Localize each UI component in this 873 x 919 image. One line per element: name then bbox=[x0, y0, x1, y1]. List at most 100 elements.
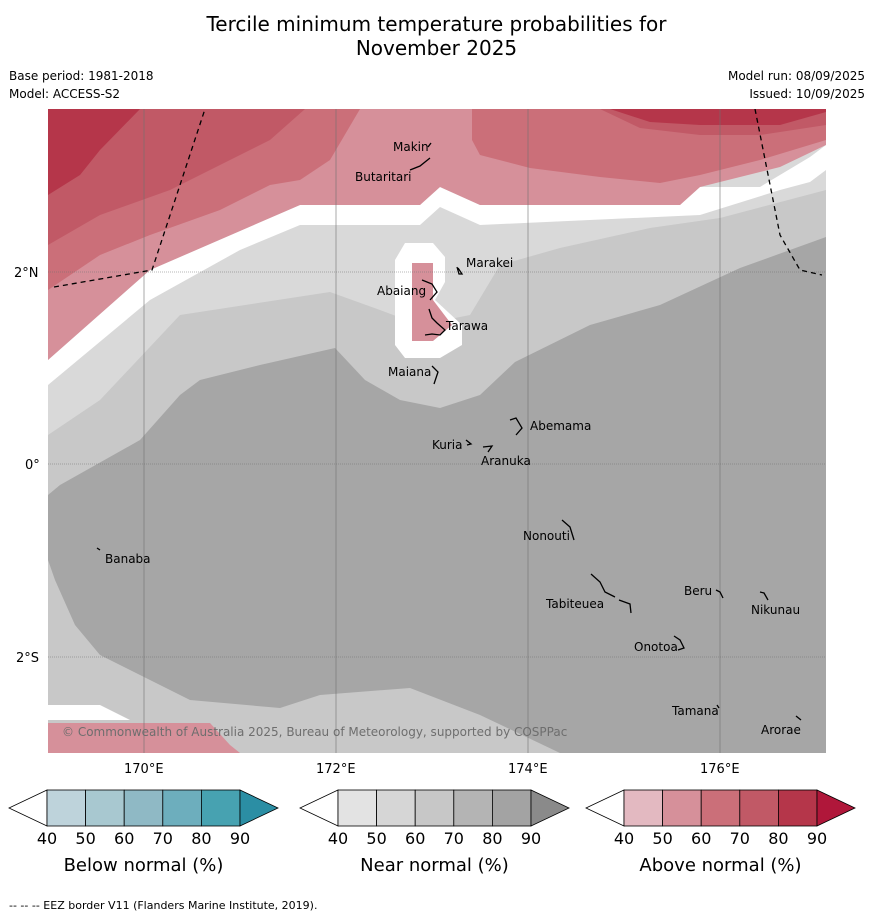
above-normal-colorbar-low-arrow bbox=[585, 789, 625, 827]
below-normal-colorbar-tick: 70 bbox=[153, 829, 173, 848]
above-normal-colorbar-tick: 60 bbox=[691, 829, 711, 848]
eez-borders bbox=[53, 109, 823, 288]
below-normal-colorbar-segment bbox=[85, 789, 125, 827]
meta-left: Base period: 1981-2018 Model: ACCESS-S2 bbox=[9, 67, 154, 103]
above-normal-colorbar-tick: 50 bbox=[652, 829, 672, 848]
island-abemama bbox=[509, 417, 523, 436]
near-normal-colorbar-segment bbox=[453, 789, 493, 827]
above-normal-80-region-east bbox=[610, 109, 826, 125]
near-normal-colorbar-tick: 50 bbox=[366, 829, 386, 848]
island-banaba bbox=[96, 547, 101, 551]
near-normal-colorbar-tick: 40 bbox=[328, 829, 348, 848]
above-normal-colorbar-tick: 40 bbox=[614, 829, 634, 848]
label-abemama: Abemama bbox=[530, 419, 591, 433]
above-normal-colorbar-tick: 80 bbox=[768, 829, 788, 848]
above-normal-colorbar-segment bbox=[662, 789, 702, 827]
near-normal-colorbar-low-arrow bbox=[299, 789, 339, 827]
island-tarawa bbox=[424, 308, 446, 336]
model-name: Model: ACCESS-S2 bbox=[9, 87, 121, 101]
label-tabiteuea: Tabiteuea bbox=[545, 597, 604, 611]
lon-label-174e: 174°E bbox=[508, 762, 548, 777]
island-nikunau bbox=[759, 591, 769, 601]
label-kuria: Kuria bbox=[432, 438, 463, 452]
label-banaba: Banaba bbox=[105, 552, 151, 566]
lon-label-170e: 170°E bbox=[124, 762, 164, 777]
below-normal-colorbar-segment bbox=[46, 789, 86, 827]
above-normal-colorbar-segment bbox=[739, 789, 779, 827]
above-normal-colorbar-high-arrow bbox=[816, 789, 856, 827]
tarawa-patch-tip bbox=[433, 300, 452, 341]
below-normal-colorbar-tick: 40 bbox=[37, 829, 57, 848]
lon-label-176e: 176°E bbox=[700, 762, 740, 777]
island-maiana bbox=[431, 365, 439, 385]
above-normal-colorbar-label: Above normal (%) bbox=[639, 855, 801, 876]
label-marakei: Marakei bbox=[466, 256, 513, 270]
label-nonouti: Nonouti bbox=[523, 529, 570, 543]
title-line-1: Tercile minimum temperature probabilitie… bbox=[206, 12, 667, 36]
axis-labels: 2°N 0° 2°S 170°E 172°E 174°E 176°E bbox=[14, 266, 740, 777]
lon-label-172e: 172°E bbox=[316, 762, 356, 777]
near-normal-colorbar-tick: 90 bbox=[521, 829, 541, 848]
model-run: Model run: 08/09/2025 bbox=[727, 69, 865, 83]
tarawa-above-normal-patch bbox=[412, 263, 433, 341]
island-labels: Makin Butaritari Marakei Abaiang Tarawa … bbox=[105, 140, 801, 737]
transition-band-south bbox=[48, 705, 130, 720]
island-onotoa bbox=[673, 635, 685, 651]
label-beru: Beru bbox=[684, 584, 712, 598]
above-normal-colorbar-segment bbox=[778, 789, 818, 827]
label-onotoa: Onotoa bbox=[634, 640, 678, 654]
above-normal-colorbar-segment bbox=[623, 789, 663, 827]
eez-border-west bbox=[53, 109, 206, 288]
near-normal-colorbar-tick: 60 bbox=[405, 829, 425, 848]
title-line-2: November 2025 bbox=[355, 36, 518, 60]
above-normal-80-region-west bbox=[48, 109, 140, 195]
near-normal-colorbar-segment bbox=[414, 789, 455, 827]
issued-date: Issued: 10/09/2025 bbox=[749, 87, 865, 101]
label-tamana: Tamana bbox=[671, 704, 719, 718]
island-tamana bbox=[716, 704, 720, 709]
near-normal-colorbar-segment bbox=[376, 789, 416, 827]
island-tabiteuea bbox=[590, 573, 632, 614]
island-abaiang bbox=[421, 279, 438, 301]
label-maiana: Maiana bbox=[388, 365, 431, 379]
below-normal-colorbar-segment bbox=[162, 789, 202, 827]
below-normal-colorbar-high-arrow bbox=[239, 789, 279, 827]
lat-label-0: 0° bbox=[25, 458, 40, 473]
below-normal-colorbar-segment bbox=[200, 789, 241, 827]
lat-label-2s: 2°S bbox=[16, 651, 39, 666]
near-normal-colorbar-high-arrow bbox=[530, 789, 570, 827]
below-normal-colorbar-tick: 50 bbox=[75, 829, 95, 848]
above-normal-colorbar-tick: 90 bbox=[807, 829, 827, 848]
label-makin: Makin bbox=[393, 140, 429, 154]
copyright-text: © Commonwealth of Australia 2025, Bureau… bbox=[62, 725, 567, 739]
above-normal-colorbar: 40 50 60 70 80 90 Above normal (%) bbox=[585, 789, 856, 876]
near-normal-colorbar: 40 50 60 70 80 90 Near normal (%) bbox=[299, 789, 570, 876]
island-outlines bbox=[96, 142, 802, 721]
island-makin bbox=[427, 142, 432, 148]
near-normal-colorbar-label: Near normal (%) bbox=[360, 855, 509, 876]
map-title: Tercile minimum temperature probabilitie… bbox=[0, 12, 873, 60]
footnote: -- -- -- EEZ border V11 (Flanders Marine… bbox=[9, 899, 318, 912]
island-kuria bbox=[465, 439, 473, 446]
map-area: Makin Butaritari Marakei Abaiang Tarawa … bbox=[48, 109, 826, 753]
above-normal-70-region-west bbox=[48, 109, 305, 245]
label-tarawa: Tarawa bbox=[445, 319, 488, 333]
near-normal-colorbar-tick: 70 bbox=[444, 829, 464, 848]
eez-border-east bbox=[754, 109, 823, 276]
below-normal-colorbar-tick: 90 bbox=[230, 829, 250, 848]
gridlines bbox=[48, 109, 826, 753]
label-abaiang: Abaiang bbox=[377, 284, 426, 298]
near-normal-60-region bbox=[48, 237, 826, 753]
island-nonouti bbox=[561, 519, 575, 541]
below-normal-colorbar-label: Below normal (%) bbox=[64, 855, 224, 876]
base-period: Base period: 1981-2018 bbox=[9, 69, 154, 83]
island-arorae bbox=[795, 715, 802, 721]
label-nikunau: Nikunau bbox=[751, 603, 800, 617]
label-arorae: Arorae bbox=[761, 723, 801, 737]
near-normal-colorbar-segment bbox=[337, 789, 377, 827]
above-normal-colorbar-segment bbox=[700, 789, 741, 827]
colorbar-group: 40 50 60 70 80 90 Below normal (%) 40 50 60 70 80 90… bbox=[8, 789, 856, 876]
island-beru bbox=[715, 589, 724, 599]
label-butaritari: Butaritari bbox=[355, 170, 412, 184]
